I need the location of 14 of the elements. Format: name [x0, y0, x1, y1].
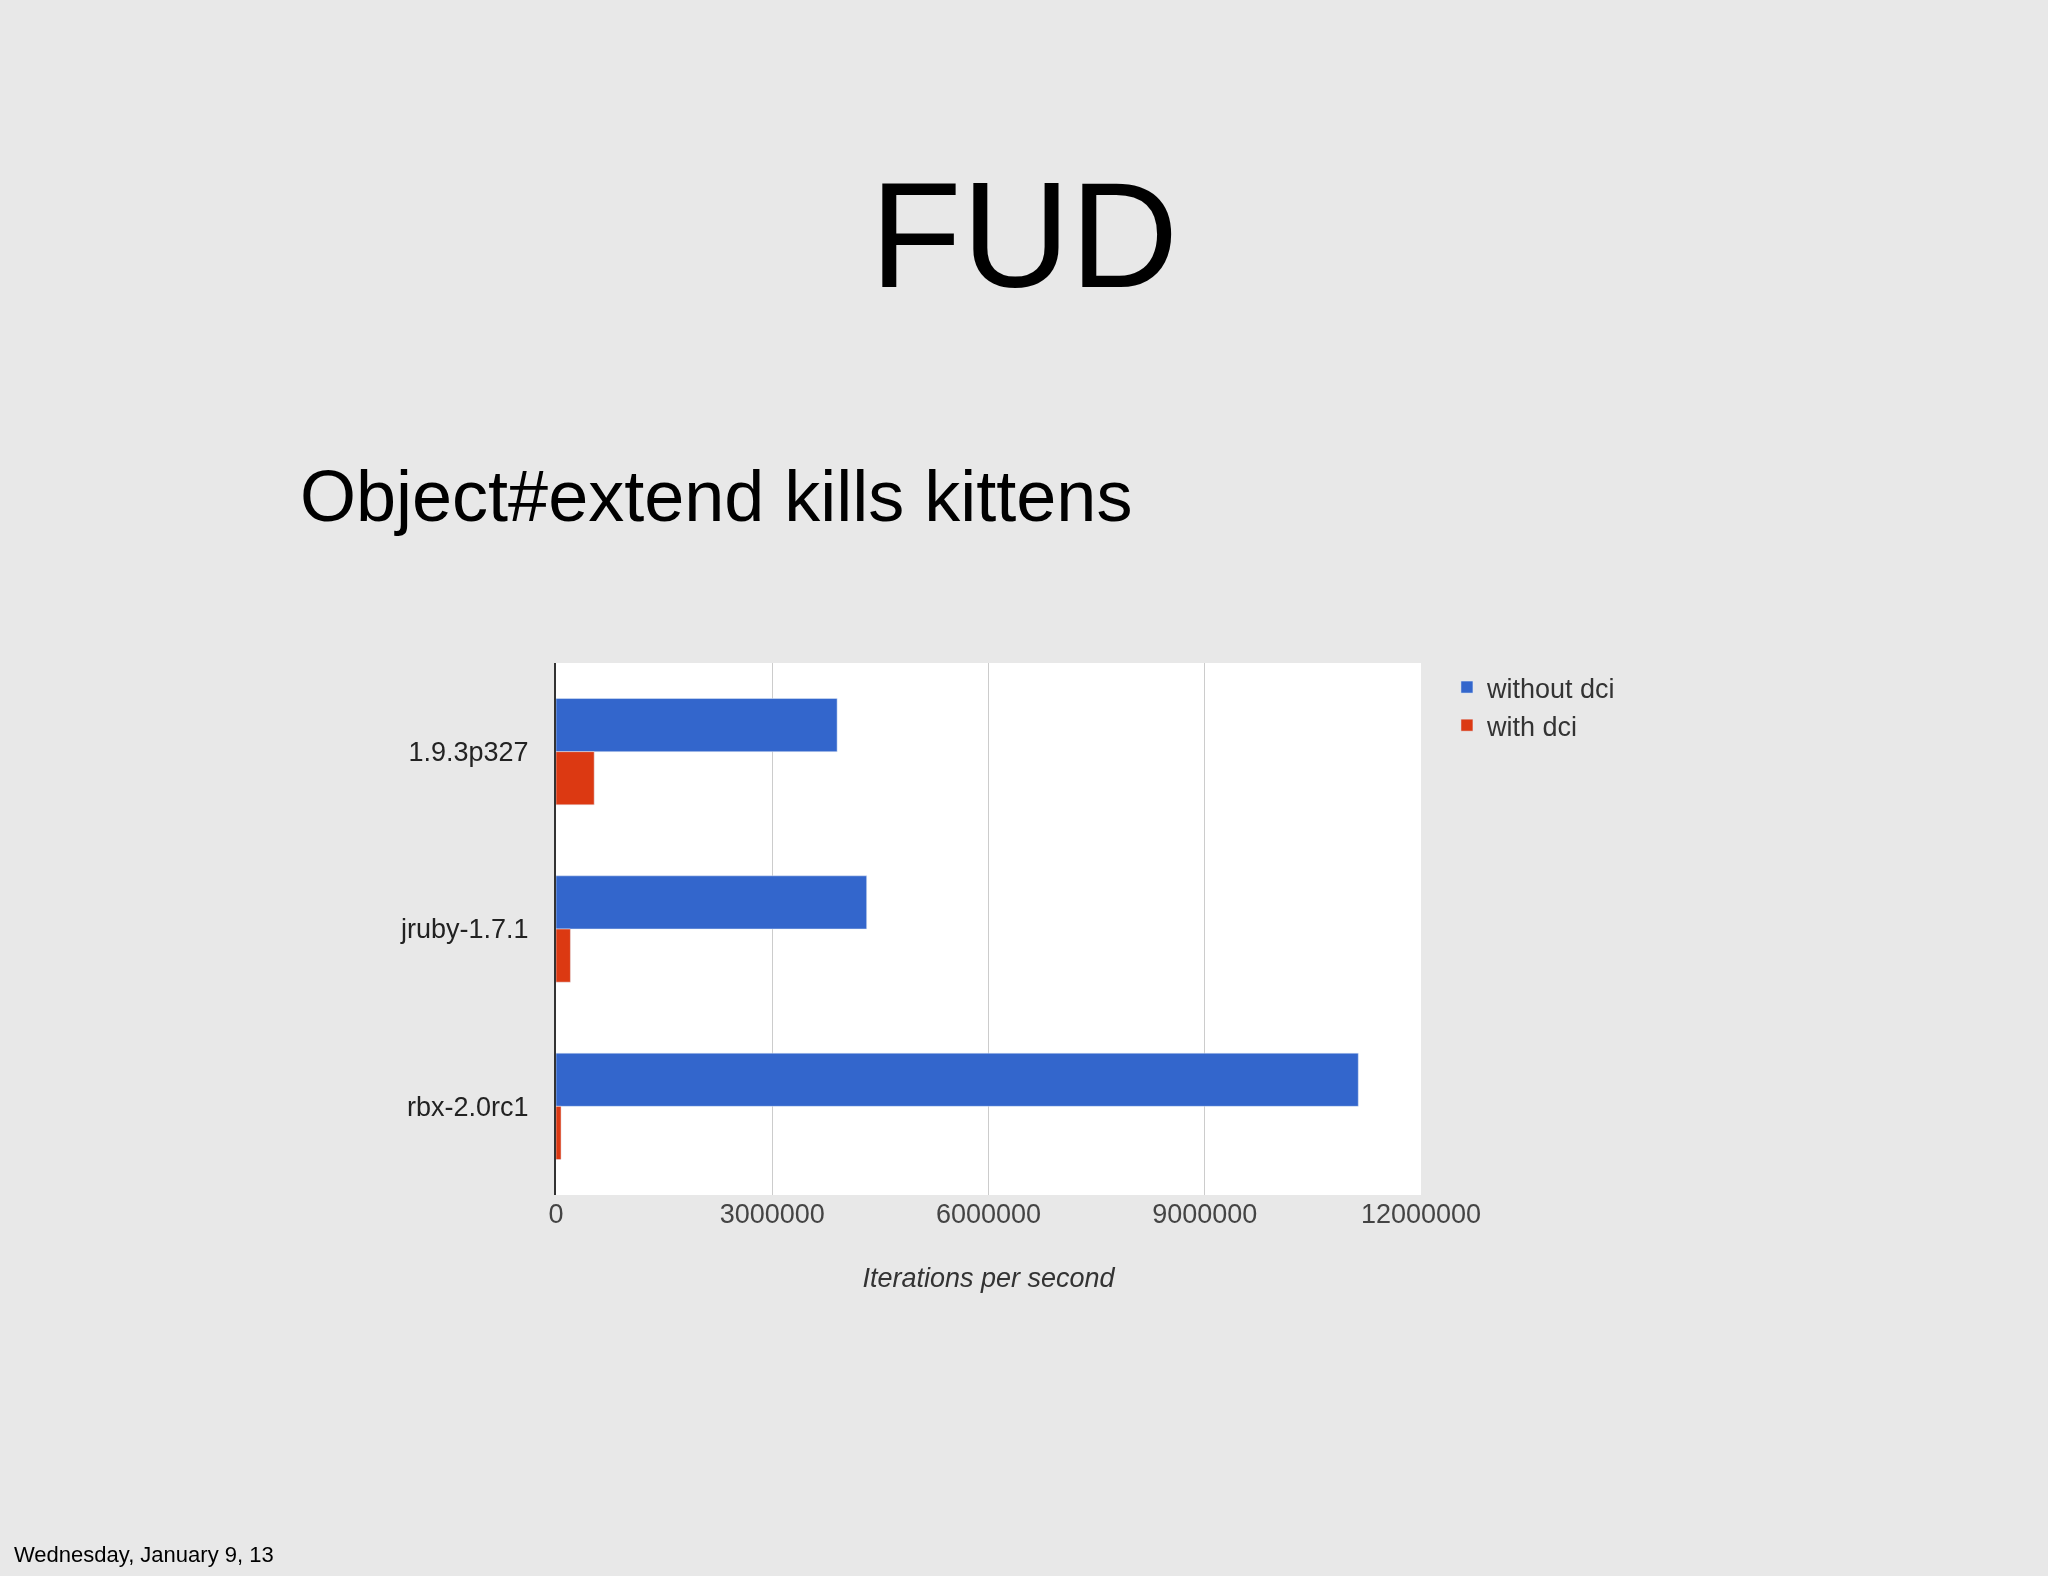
- legend-label: with dci: [1485, 711, 1577, 742]
- x-axis-title: Iterations per second: [862, 1263, 1116, 1294]
- x-tick-label: 6000000: [935, 1199, 1042, 1229]
- text: Wednesday, January 9, 13: [14, 1542, 274, 1567]
- legend-label: without dci: [1485, 673, 1615, 704]
- x-tick-label: 12000000: [1360, 1199, 1482, 1229]
- x-tick-label: 9000000: [1152, 1199, 1258, 1229]
- x-tick-label: 0: [548, 1199, 564, 1229]
- y-tick-label: jruby-1.7.1: [400, 914, 529, 945]
- y-tick-label: 1.9.3p327: [408, 737, 529, 768]
- y-tick-label: rbx-2.0rc1: [407, 1091, 529, 1122]
- x-tick-label: 3000000: [719, 1199, 825, 1229]
- chart-subtitle: Object#extend kills kittens: [300, 456, 1133, 536]
- chart-title: FUD: [870, 151, 1179, 319]
